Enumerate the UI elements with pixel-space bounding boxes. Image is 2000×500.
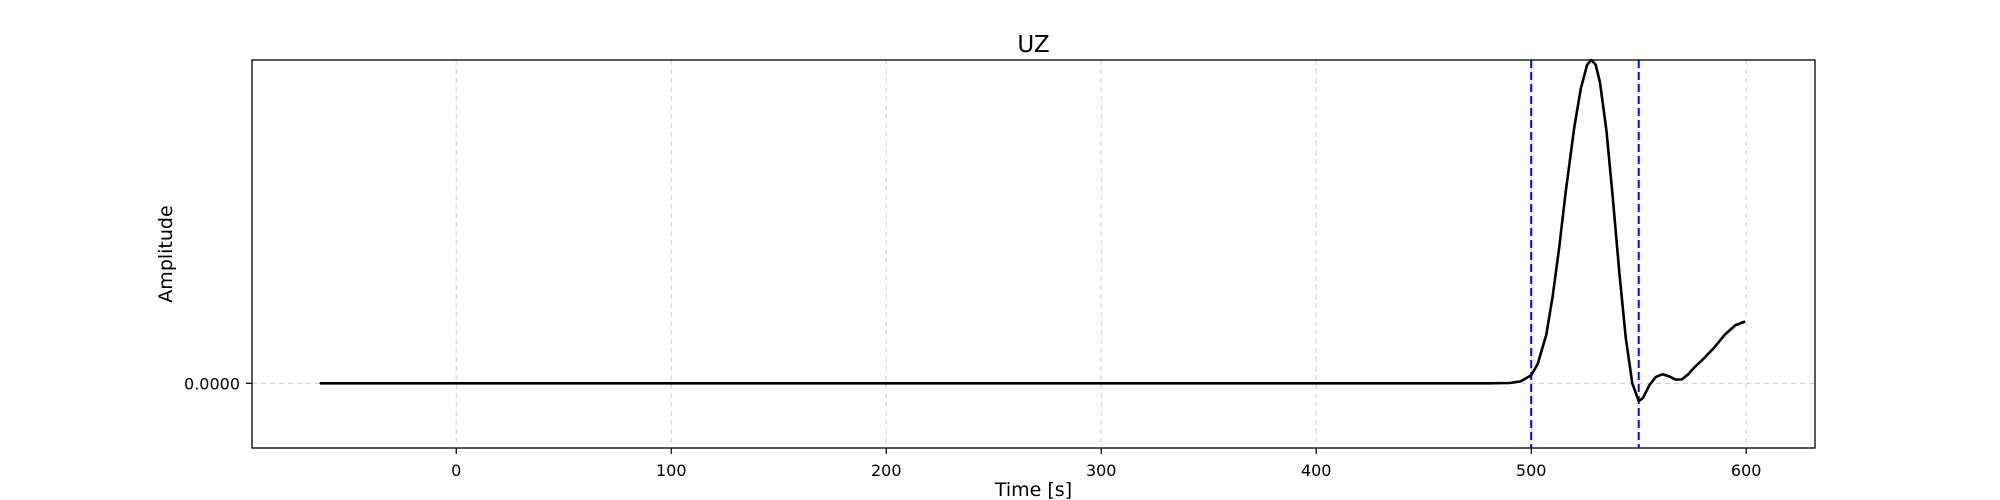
axis-ticks: 0 100 200 300 400 500 600 0.0000 — [184, 374, 1761, 480]
x-tick-label: 200 — [871, 461, 902, 480]
plot-area-frame — [251, 59, 1816, 449]
marker-lines — [1530, 60, 1640, 448]
y-axis-title: Amplitude — [155, 205, 177, 302]
series-line — [319, 58, 1746, 403]
series-layer — [319, 58, 1746, 403]
x-tick-label: 0 — [451, 461, 461, 480]
x-tick-label: 600 — [1731, 461, 1762, 480]
x-tick-label: 100 — [656, 461, 687, 480]
y-tick-label: 0.0000 — [184, 374, 240, 393]
x-tick-label: 400 — [1301, 461, 1332, 480]
x-tick-label: 500 — [1516, 461, 1547, 480]
x-tick-label: 300 — [1086, 461, 1117, 480]
x-axis-title: Time [s] — [994, 479, 1072, 500]
chart-title: UZ — [1017, 32, 1049, 58]
